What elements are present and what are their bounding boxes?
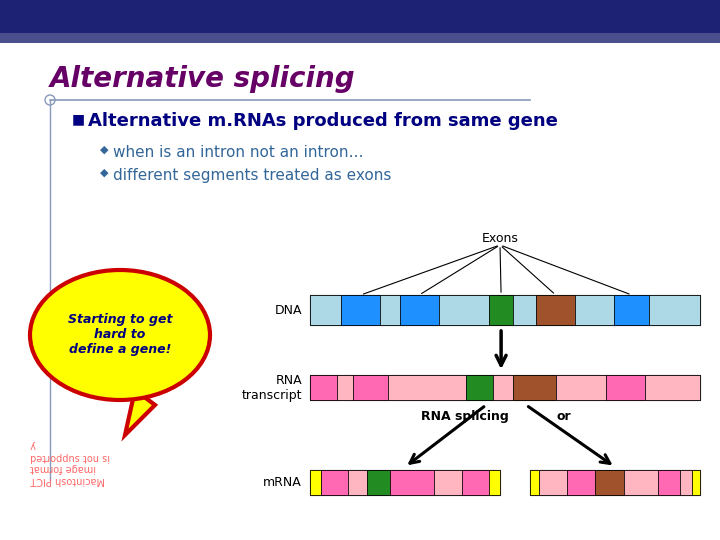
Bar	[539, 470, 567, 495]
Text: RNA
transcript: RNA transcript	[241, 374, 302, 402]
Bar	[310, 470, 500, 495]
Bar	[400, 295, 438, 325]
Bar	[606, 375, 645, 400]
Bar	[353, 375, 388, 400]
Bar	[530, 470, 700, 495]
Text: ◆: ◆	[100, 168, 109, 178]
Polygon shape	[125, 390, 155, 435]
Bar	[530, 470, 539, 495]
Text: DNA: DNA	[274, 303, 302, 316]
Text: different segments treated as exons: different segments treated as exons	[113, 168, 392, 183]
Bar	[341, 295, 380, 325]
Bar	[310, 470, 321, 495]
Text: Macintosh PICT
image format
is not supported
y: Macintosh PICT image format is not suppo…	[30, 440, 110, 485]
Bar	[657, 470, 680, 495]
Bar	[513, 375, 556, 400]
Bar	[388, 375, 466, 400]
Text: mRNA: mRNA	[264, 476, 302, 489]
Bar	[438, 295, 490, 325]
Text: Alternative splicing: Alternative splicing	[50, 65, 356, 93]
Bar	[556, 375, 606, 400]
Bar	[624, 470, 657, 495]
Bar	[513, 295, 536, 325]
Bar	[462, 470, 489, 495]
Bar	[649, 295, 700, 325]
Text: RNA splicing: RNA splicing	[421, 410, 509, 423]
Bar	[490, 295, 513, 325]
Bar	[321, 470, 348, 495]
Bar	[310, 375, 337, 400]
Bar	[567, 470, 595, 495]
Text: Exons: Exons	[482, 232, 518, 245]
Bar	[0, 0, 720, 33]
Bar	[337, 375, 353, 400]
Bar	[691, 470, 700, 495]
Text: ■: ■	[72, 112, 85, 126]
Ellipse shape	[30, 270, 210, 400]
Bar	[380, 295, 400, 325]
Bar	[493, 375, 513, 400]
Bar	[614, 295, 649, 325]
Bar	[575, 295, 614, 325]
Bar	[489, 470, 500, 495]
Bar	[310, 375, 700, 400]
Bar	[310, 295, 700, 325]
Bar	[0, 33, 720, 43]
Text: or: or	[556, 410, 571, 423]
Bar	[310, 295, 341, 325]
Text: Alternative m.RNAs produced from same gene: Alternative m.RNAs produced from same ge…	[88, 112, 558, 130]
Bar	[466, 375, 493, 400]
Bar	[348, 470, 367, 495]
Text: ◆: ◆	[100, 145, 109, 155]
Text: when is an intron not an intron…: when is an intron not an intron…	[113, 145, 364, 160]
Bar	[390, 470, 433, 495]
Text: Starting to get
hard to
define a gene!: Starting to get hard to define a gene!	[68, 314, 172, 356]
Bar	[595, 470, 624, 495]
Bar	[680, 470, 691, 495]
Bar	[433, 470, 462, 495]
Bar	[645, 375, 700, 400]
Bar	[536, 295, 575, 325]
Bar	[367, 470, 390, 495]
